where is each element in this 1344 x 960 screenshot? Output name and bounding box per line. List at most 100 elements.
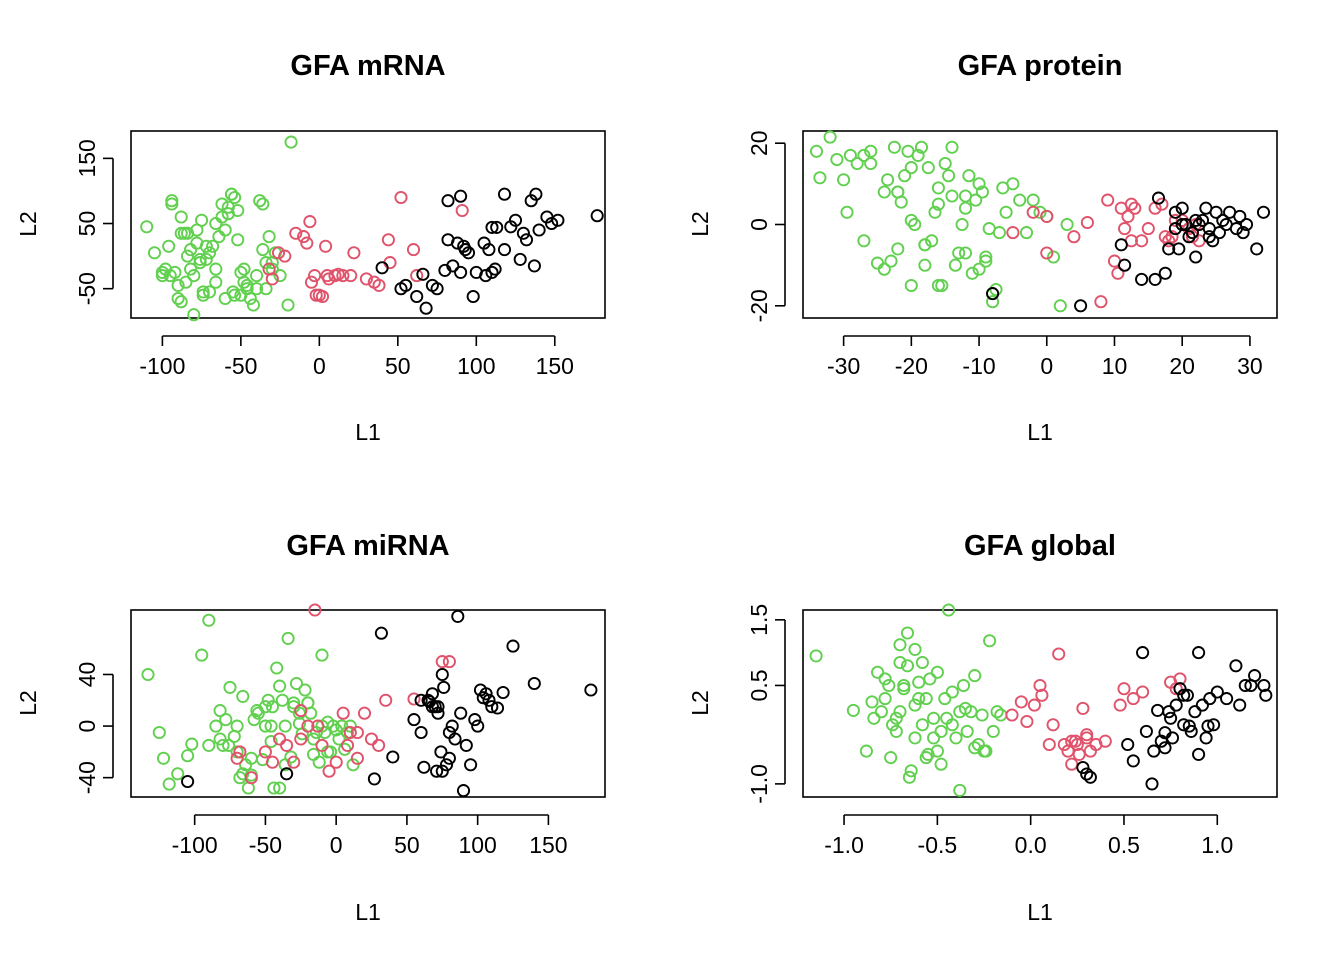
data-point [174,295,188,309]
data-point [206,239,220,253]
data-point [372,738,386,752]
data-point [185,737,199,751]
points [140,135,604,322]
data-point [237,262,251,276]
data-point [394,190,408,205]
data-point [222,738,236,752]
data-point [301,719,315,733]
data-point [231,203,245,218]
data-point [809,144,824,158]
data-point [1042,737,1056,752]
data-point [367,772,381,786]
data-point [1173,682,1187,696]
data-point [1172,242,1186,256]
data-point [213,732,227,746]
data-point [265,272,279,286]
data-point [1169,698,1183,712]
data-point [904,278,918,293]
data-point [904,764,918,778]
data-point [1006,177,1020,191]
x-axis: -100 -50 0 50 100 150 [172,814,568,858]
y-tick-label: 20 [746,130,772,156]
x-axis-label: L1 [1027,419,1053,445]
data-point [336,706,350,720]
y-axis: -50 50 150 [74,139,114,305]
data-point [1101,193,1115,207]
data-point [375,261,389,275]
x-tick-label: -10 [962,353,995,379]
data-point [889,711,903,725]
data-point [867,711,881,725]
panel-gfa-mirna: GFA miRNA L1 L2 -100 -50 0 50 100 150 -40 0 40 [15,530,606,925]
data-point [1139,724,1153,738]
data-point [908,731,922,745]
data-point [209,262,223,276]
data-point [223,680,237,694]
data-point [999,205,1013,219]
data-point [343,719,357,733]
data-point [532,223,546,237]
data-point [298,683,312,697]
data-point [830,152,844,167]
x-tick-label: 0 [330,832,343,858]
data-point [898,169,912,183]
data-point [930,744,944,758]
data-point [459,738,473,752]
x-tick-label: -50 [249,832,282,858]
x-tick-label: -30 [827,353,860,379]
data-point [273,269,287,283]
data-point [1121,209,1135,223]
data-point [267,781,281,795]
data-point [209,719,223,733]
data-point [813,171,827,185]
data-point [156,751,171,765]
data-point [441,194,455,208]
data-point [864,156,878,171]
data-point [202,613,216,627]
y-axis-label: L2 [687,690,713,716]
data-point [332,732,346,746]
data-point [893,638,907,652]
data-point [1019,226,1034,240]
data-point [265,700,280,714]
data-point [247,713,261,727]
data-point [435,764,449,778]
panel-title: GFA mRNA [290,50,445,82]
data-point [843,148,857,162]
y-tick-label: 0.5 [746,669,772,701]
data-point [281,298,295,312]
data-point [181,774,195,789]
data-point [1118,258,1132,272]
data-point [265,755,280,769]
data-point [1185,230,1199,244]
data-point [904,161,918,175]
x-tick-label: 1.0 [1201,832,1233,858]
data-point [1257,678,1271,693]
data-point [968,669,982,683]
data-point [306,747,321,761]
panel-title: GFA protein [958,50,1123,82]
data-point [262,230,276,244]
data-point [877,262,891,276]
data-point [435,667,449,682]
data-point [215,197,229,211]
x-axis-label: L1 [355,419,381,445]
data-point [1216,213,1230,227]
data-point [887,140,901,154]
y-tick-label: 0 [74,720,100,733]
data-point [1098,734,1112,748]
data-point [1177,688,1191,702]
data-point [350,751,364,765]
data-point [1033,205,1047,219]
data-point [270,661,284,675]
data-point [1135,234,1149,248]
data-point [152,725,166,740]
y-axis-label: L2 [15,211,41,237]
data-point [271,246,286,260]
data-point [983,634,997,648]
data-point [1006,226,1020,240]
data-point [956,678,971,693]
data-point [287,755,301,769]
data-point [184,262,198,276]
